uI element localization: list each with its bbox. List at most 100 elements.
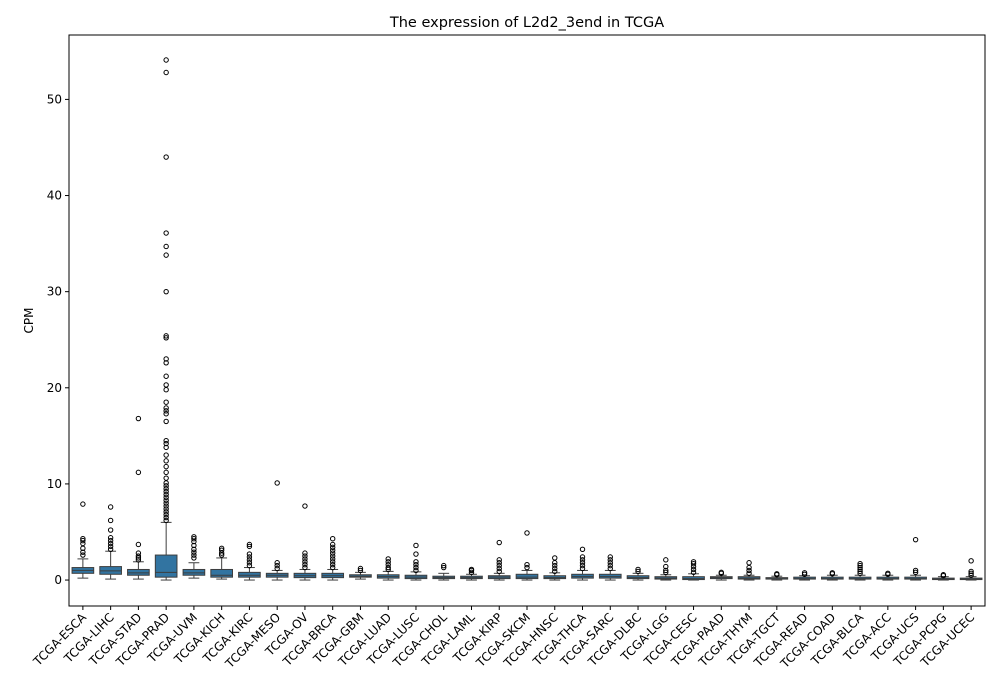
box-tcga-skcm (515, 530, 539, 581)
outlier-point (191, 534, 197, 540)
outlier-point (246, 541, 253, 548)
outlier-point (80, 537, 86, 544)
outlier-point (746, 560, 752, 566)
outlier-point (107, 517, 114, 524)
outlier-point (385, 564, 391, 571)
outlier-point (663, 569, 669, 576)
outlier-point (163, 514, 169, 521)
outlier-point (191, 536, 197, 542)
outlier-point (524, 530, 530, 536)
box-tcga-pcpg (932, 572, 955, 581)
outlier-point (968, 568, 974, 575)
outlier-point (163, 488, 169, 495)
outlier-point (163, 440, 169, 447)
outlier-point (107, 527, 114, 533)
outlier-point (246, 554, 253, 560)
box-tcga-acc (876, 570, 900, 581)
outlier-point (385, 559, 391, 565)
outlier-point (607, 557, 613, 563)
outlier-point (857, 568, 863, 575)
y-tick-label: 20 (47, 381, 62, 395)
outlier-point (857, 570, 863, 577)
outlier-point (413, 564, 419, 571)
outlier-point (135, 557, 142, 563)
outlier-point (857, 566, 863, 573)
outlier-point (441, 564, 447, 571)
outlier-point (579, 565, 586, 572)
outlier-point (385, 556, 391, 562)
outlier-point (163, 494, 169, 501)
outlier-point (274, 562, 280, 569)
outlier-point (607, 565, 613, 572)
y-tick-label: 0 (54, 573, 62, 587)
outlier-point (441, 562, 447, 569)
plot-area: 01020304050TCGA-ESCATCGA-LIHCTCGA-STADTC… (30, 34, 986, 671)
outlier-point (524, 561, 530, 568)
outlier-point (496, 557, 502, 563)
outlier-point (552, 562, 558, 569)
box-body (515, 573, 539, 580)
outlier-point (329, 541, 336, 548)
y-tick-label: 30 (47, 285, 62, 299)
box-tcga-ov (293, 503, 317, 581)
outlier-point (496, 568, 502, 575)
outlier-point (579, 546, 586, 552)
box-tcga-lgg (654, 557, 678, 581)
outlier-point (496, 539, 502, 546)
outlier-point (163, 452, 169, 458)
outlier-point (107, 537, 114, 544)
outlier-point (329, 536, 336, 542)
outlier-point (107, 540, 114, 547)
outlier-point (552, 560, 558, 566)
box-tcga-kirc (238, 541, 261, 581)
outlier-point (163, 154, 169, 160)
outlier-point (302, 561, 308, 568)
outlier-point (163, 69, 169, 76)
box-tcga-paad (709, 569, 733, 581)
outlier-point (135, 553, 142, 559)
outlier-point (746, 570, 752, 577)
outlier-point (80, 536, 86, 542)
outlier-point (857, 562, 863, 569)
outlier-point (163, 480, 169, 486)
outlier-point (302, 550, 308, 556)
outlier-point (107, 504, 114, 510)
outlier-point (163, 517, 169, 524)
outlier-point (107, 535, 114, 541)
outlier-point (357, 565, 364, 572)
box-tcga-coad (821, 570, 844, 581)
outlier-point (413, 567, 419, 574)
outlier-point (302, 503, 308, 509)
outlier-point (163, 437, 169, 444)
outlier-point (163, 486, 169, 492)
outlier-point (163, 382, 169, 388)
outlier-point (329, 561, 336, 568)
outlier-point (607, 554, 613, 560)
outlier-point (163, 463, 169, 470)
outlier-point (413, 561, 419, 568)
outlier-point (163, 373, 169, 379)
outlier-point (857, 564, 863, 571)
outlier-point (829, 570, 836, 576)
box-tcga-ucec (959, 558, 983, 581)
outlier-point (163, 387, 169, 393)
outlier-point (413, 542, 419, 549)
outlier-point (690, 561, 697, 567)
outlier-point (746, 567, 752, 574)
outlier-point (107, 546, 114, 552)
box-tcga-cesc (682, 559, 705, 581)
outlier-point (163, 360, 169, 366)
outlier-point (746, 564, 752, 571)
box-tcga-dlbc (626, 566, 650, 581)
outlier-point (607, 562, 613, 569)
outlier-point (663, 557, 669, 563)
outlier-point (163, 408, 169, 414)
box-tcga-tgct (765, 571, 789, 581)
outlier-point (885, 570, 891, 577)
outlier-point (968, 572, 974, 578)
box-tcga-luad (376, 556, 400, 581)
outlier-point (163, 57, 169, 63)
outlier-point (329, 553, 336, 559)
outlier-point (552, 568, 558, 575)
